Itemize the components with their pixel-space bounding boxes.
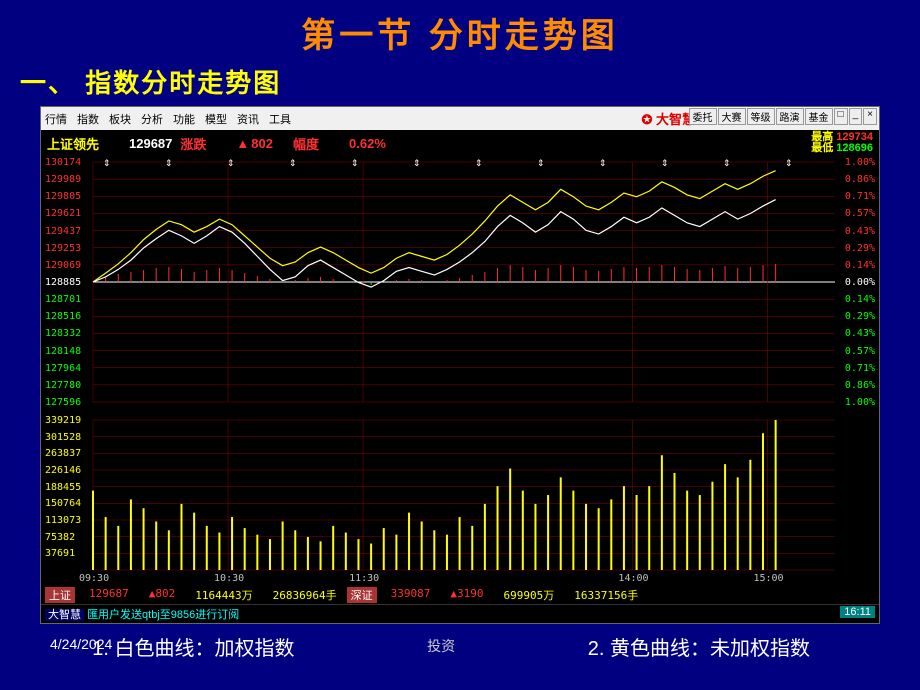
menu-item[interactable]: 行情: [45, 114, 67, 126]
menu-item[interactable]: 模型: [205, 114, 227, 126]
volume-chart[interactable]: 3392193015282638372261461884551507641130…: [41, 416, 879, 586]
svg-text:⇕: ⇕: [599, 158, 607, 168]
index-value: 129687: [129, 136, 172, 151]
footer: 4/24/2024 1. 白色曲线：加权指数 投资 2. 黄色曲线：未加权指数: [0, 624, 920, 661]
window-tab[interactable]: □: [834, 108, 848, 125]
svg-text:⇕: ⇕: [227, 158, 235, 168]
slide-title: 第一节 分时走势图: [0, 0, 920, 57]
menu-item[interactable]: 指数: [77, 114, 99, 126]
exchange-tag-sz[interactable]: 深证: [347, 587, 377, 603]
menu-item[interactable]: 工具: [269, 114, 291, 126]
infobar: 上证领先 129687 涨跌 ▲ 802 幅度 0.62% 最高 129734 …: [41, 130, 879, 156]
svg-text:⇕: ⇕: [165, 158, 173, 168]
window-tab[interactable]: ×: [863, 108, 877, 125]
svg-text:⇕: ⇕: [785, 158, 793, 168]
legend-yellow: 2. 黄色曲线：未加权指数: [588, 632, 810, 661]
amplitude-label: 幅度: [293, 134, 319, 153]
window-tab[interactable]: 等级: [747, 108, 775, 125]
footer-mid: 投资: [427, 636, 455, 665]
exchange-tag-sh[interactable]: 上证: [45, 587, 75, 603]
window-tab[interactable]: 路演: [776, 108, 804, 125]
stock-name: 上证领先: [47, 134, 99, 153]
up-triangle-icon: ▲: [236, 136, 249, 151]
price-chart[interactable]: 1288850.00%1290690.14%1292530.29%1294370…: [41, 156, 879, 416]
svg-text:⇕: ⇕: [413, 158, 421, 168]
change-value: 802: [251, 136, 273, 151]
statusbar: 上证 129687 ▲802 1164443万 26836964手 深证 339…: [41, 586, 879, 604]
ticker-text: 匯用户发送qtbj至9856进行订阅: [87, 609, 239, 621]
menu-item[interactable]: 板块: [109, 114, 131, 126]
svg-text:⇕: ⇕: [537, 158, 545, 168]
amplitude-value: 0.62%: [349, 136, 386, 151]
svg-text:⇕: ⇕: [289, 158, 297, 168]
window-tab[interactable]: 委托: [689, 108, 717, 125]
legend-white: 1. 白色曲线：加权指数: [92, 632, 294, 661]
clock: 16:11: [840, 606, 875, 618]
app-window: 行情指数板块分析功能模型资讯工具 ✪ 大智慧 委托大赛等级路演基金□_× 上证领…: [40, 106, 880, 624]
hi-lo-block: 最高 129734 最低 128696: [811, 132, 873, 154]
ticker: 大智慧 匯用户发送qtbj至9856进行订阅 16:11: [41, 604, 879, 623]
change-label: 涨跌: [180, 134, 206, 153]
svg-text:⇕: ⇕: [661, 158, 669, 168]
menubar: 行情指数板块分析功能模型资讯工具 ✪ 大智慧 委托大赛等级路演基金□_×: [41, 107, 879, 130]
svg-text:⇕: ⇕: [351, 158, 359, 168]
svg-text:⇕: ⇕: [723, 158, 731, 168]
svg-text:⇕: ⇕: [475, 158, 483, 168]
window-tab[interactable]: 大赛: [718, 108, 746, 125]
window-tab[interactable]: 基金: [805, 108, 833, 125]
svg-text:⇕: ⇕: [103, 158, 111, 168]
menu-item[interactable]: 分析: [141, 114, 163, 126]
menu-item[interactable]: 资讯: [237, 114, 259, 126]
footer-date: 4/24/2024: [50, 636, 112, 665]
window-tab[interactable]: _: [849, 108, 863, 125]
menu-item[interactable]: 功能: [173, 114, 195, 126]
slide-subtitle: 一、 指数分时走势图: [0, 63, 920, 100]
